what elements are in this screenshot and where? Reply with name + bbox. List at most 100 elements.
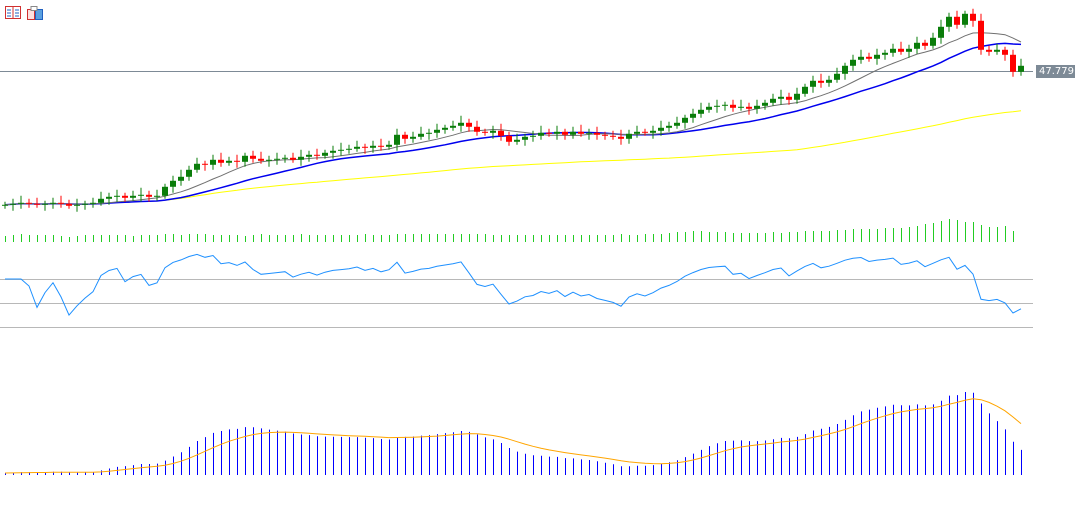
candle-bearish	[578, 131, 584, 134]
candle-bullish	[210, 159, 216, 165]
candle-bullish	[570, 131, 576, 135]
candle-bullish	[674, 122, 680, 126]
candle-bullish	[714, 105, 720, 107]
candle-bullish	[834, 73, 840, 80]
candle-bullish	[10, 203, 16, 205]
candle-bullish	[154, 195, 160, 197]
candle-bullish	[42, 203, 48, 205]
candle-bearish	[466, 122, 472, 127]
candle-bearish	[482, 131, 488, 133]
candle-bullish	[162, 186, 168, 196]
candle-bullish	[130, 195, 136, 198]
candle-bearish	[786, 96, 792, 100]
candle-bearish	[922, 42, 928, 46]
candle-bullish	[354, 146, 360, 149]
candle-bearish	[202, 163, 208, 165]
candle-bullish	[794, 93, 800, 100]
candle-bullish	[458, 122, 464, 126]
candle-bearish	[546, 132, 552, 134]
candle-bullish	[754, 105, 760, 109]
candle-bullish	[722, 104, 728, 106]
candle-bullish	[698, 109, 704, 114]
candle-bearish	[562, 131, 568, 135]
candle-bullish	[386, 144, 392, 147]
candle-bearish	[506, 135, 512, 142]
candle-bullish	[418, 133, 424, 137]
candle-bullish	[738, 106, 744, 108]
candle-bullish	[2, 204, 8, 206]
candle-bullish	[962, 13, 968, 25]
candle-bullish	[538, 132, 544, 136]
candle-bullish	[938, 26, 944, 38]
candle-bearish	[402, 134, 408, 139]
candle-bullish	[666, 125, 672, 128]
candle-bullish	[138, 194, 144, 196]
candle-bearish	[1010, 54, 1016, 72]
candle-bearish	[730, 104, 736, 108]
candle-bullish	[322, 152, 328, 156]
candle-bullish	[762, 102, 768, 106]
candle-bullish	[178, 176, 184, 181]
candle-bullish	[586, 132, 592, 134]
candle-bullish	[858, 56, 864, 60]
candle-bullish	[842, 65, 848, 74]
candle-bullish	[874, 54, 880, 59]
candle-bearish	[250, 155, 256, 159]
candle-bullish	[906, 48, 912, 52]
candle-bullish	[890, 48, 896, 53]
candle-bullish	[882, 52, 888, 55]
candle-bullish	[106, 196, 112, 199]
current-price-label: 47.779	[1036, 65, 1075, 78]
candle-bullish	[802, 86, 808, 94]
candle-bullish	[74, 204, 80, 206]
candle-bullish	[330, 150, 336, 153]
candle-bullish	[426, 132, 432, 134]
candle-bullish	[274, 158, 280, 160]
candle-bearish	[362, 146, 368, 148]
candle-bearish	[66, 203, 72, 206]
candle-bullish	[626, 133, 632, 139]
candle-bearish	[818, 80, 824, 83]
candle-bearish	[258, 158, 264, 161]
candle-bullish	[850, 59, 856, 66]
candle-bullish	[18, 202, 24, 204]
candle-bearish	[146, 194, 152, 197]
candle-bullish	[650, 130, 656, 133]
chart-list-icon[interactable]	[5, 5, 21, 19]
candle-bullish	[434, 129, 440, 133]
candle-bullish	[394, 134, 400, 145]
candle-bearish	[986, 49, 992, 52]
candle-bullish	[770, 98, 776, 103]
candle-bullish	[530, 135, 536, 137]
candle-bullish	[50, 202, 56, 204]
candle-bearish	[594, 132, 600, 135]
candle-bearish	[58, 202, 64, 204]
candle-bullish	[690, 113, 696, 118]
candle-bullish	[514, 139, 520, 142]
candle-bearish	[746, 106, 752, 109]
candle-bearish	[618, 136, 624, 139]
candle-bearish	[954, 16, 960, 25]
candle-bullish	[826, 79, 832, 83]
rsi-line	[5, 253, 1022, 317]
chart-template-icon[interactable]	[27, 5, 43, 20]
candle-bullish	[186, 169, 192, 177]
candle-bearish	[234, 160, 240, 162]
ma-mid-line	[4, 42, 1022, 206]
candle-bearish	[610, 135, 616, 137]
candle-bullish	[994, 49, 1000, 52]
candle-bullish	[90, 202, 96, 204]
candle-bullish	[338, 149, 344, 151]
candle-bullish	[306, 154, 312, 157]
candle-bearish	[1002, 49, 1008, 55]
candle-bearish	[978, 20, 984, 50]
candle-bearish	[290, 157, 296, 160]
candle-bullish	[634, 131, 640, 134]
candle-bearish	[34, 203, 40, 205]
candle-bullish	[242, 155, 248, 162]
candle-bullish	[114, 195, 120, 197]
candle-bullish	[266, 159, 272, 161]
candle-bearish	[642, 131, 648, 133]
candle-bullish	[682, 117, 688, 123]
